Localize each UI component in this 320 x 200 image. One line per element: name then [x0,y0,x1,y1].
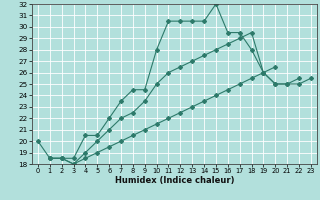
X-axis label: Humidex (Indice chaleur): Humidex (Indice chaleur) [115,176,234,185]
